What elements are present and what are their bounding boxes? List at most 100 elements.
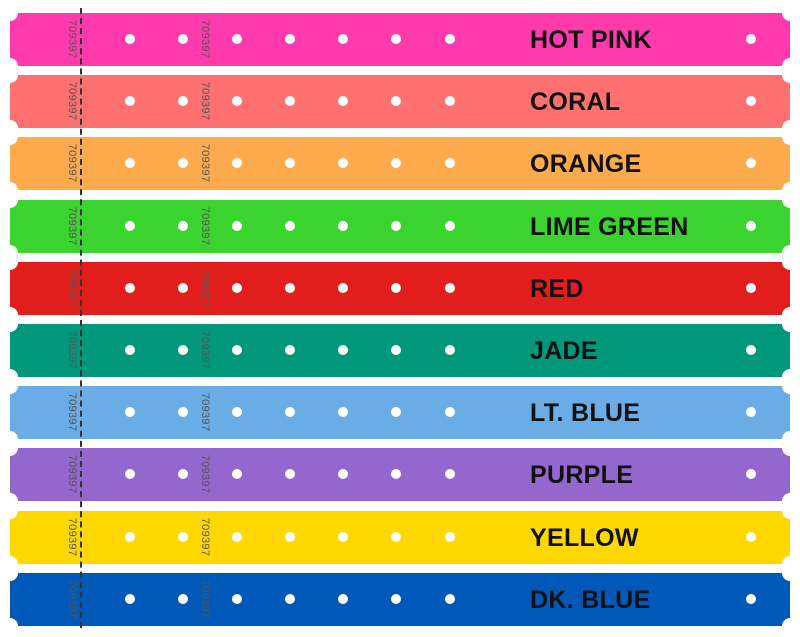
- band-notch: [782, 129, 798, 146]
- snap-hole: [125, 220, 135, 231]
- snap-hole: [178, 220, 188, 231]
- band-notch: [2, 191, 18, 208]
- snap-hole: [338, 407, 348, 418]
- serial-number: 709397: [66, 19, 78, 59]
- snap-hole: [338, 158, 348, 169]
- band-color-label: ORANGE: [530, 150, 642, 179]
- snap-hole: [445, 593, 455, 604]
- snap-hole: [746, 469, 756, 480]
- snap-hole: [285, 34, 295, 44]
- wristband-lime-green: 709397 709397 LIME GREEN: [2, 191, 798, 261]
- tear-line: [80, 8, 82, 628]
- wristband-yellow: 709397 709397 YELLOW: [2, 502, 798, 572]
- band-notch: [2, 253, 18, 270]
- band-notch: [2, 5, 18, 21]
- snap-hole: [445, 220, 455, 231]
- snap-hole: [445, 158, 455, 169]
- snap-hole: [391, 345, 401, 355]
- serial-number: 709397: [66, 330, 78, 370]
- band-color-label: HOT PINK: [530, 26, 652, 54]
- snap-hole: [391, 96, 401, 107]
- snap-hole: [125, 469, 135, 480]
- serial-number: 709397: [199, 517, 211, 556]
- snap-hole: [338, 469, 348, 480]
- snap-hole: [746, 531, 756, 542]
- serial-number: 709397: [66, 81, 78, 121]
- band-color-label: RED: [530, 274, 584, 303]
- serial-number: 709397: [66, 579, 78, 619]
- band-notch: [2, 378, 18, 395]
- snap-hole: [338, 345, 348, 355]
- snap-hole: [178, 345, 188, 355]
- snap-hole: [391, 34, 401, 44]
- band-color-label: CORAL: [530, 88, 621, 117]
- snap-hole: [338, 96, 348, 107]
- band-notch: [2, 502, 18, 519]
- snap-hole: [445, 34, 455, 44]
- snap-hole: [232, 220, 242, 231]
- snap-hole: [125, 96, 135, 107]
- band-color-label: PURPLE: [530, 461, 634, 490]
- snap-hole: [232, 158, 242, 169]
- band-notch: [2, 617, 18, 634]
- serial-number: 709397: [199, 268, 211, 308]
- serial-number: 709397: [66, 455, 78, 494]
- snap-hole: [232, 96, 242, 107]
- snap-hole: [178, 96, 188, 107]
- wristband-lt-blue: 709397 709397 LT. BLUE: [2, 378, 798, 448]
- snap-hole: [338, 593, 348, 604]
- snap-hole: [746, 407, 756, 418]
- snap-hole: [125, 282, 135, 293]
- snap-hole: [746, 34, 756, 44]
- snap-hole: [445, 282, 455, 293]
- snap-hole: [391, 407, 401, 418]
- band-notch: [782, 617, 798, 634]
- serial-number: 709397: [199, 81, 211, 121]
- band-notch: [2, 67, 18, 84]
- snap-hole: [178, 158, 188, 169]
- snap-hole: [746, 282, 756, 293]
- band-notch: [782, 564, 798, 581]
- snap-hole: [232, 345, 242, 355]
- snap-hole: [285, 593, 295, 604]
- snap-hole: [445, 469, 455, 480]
- band-notch: [2, 564, 18, 581]
- snap-hole: [178, 531, 188, 542]
- snap-hole: [178, 34, 188, 44]
- snap-hole: [338, 282, 348, 293]
- snap-hole: [285, 531, 295, 542]
- wristband-coral: 709397 709397 CORAL: [2, 67, 798, 137]
- snap-hole: [232, 282, 242, 293]
- wristband-orange: 709397 709397 ORANGE: [2, 129, 798, 199]
- snap-hole: [391, 220, 401, 231]
- snap-hole: [445, 96, 455, 107]
- snap-hole: [125, 593, 135, 604]
- snap-hole: [125, 345, 135, 355]
- wristband-red: 709397 709397 RED: [2, 253, 798, 323]
- serial-number: 709397: [66, 268, 78, 308]
- band-notch: [782, 5, 798, 21]
- snap-hole: [285, 282, 295, 293]
- snap-hole: [746, 220, 756, 231]
- snap-hole: [746, 593, 756, 604]
- snap-hole: [232, 593, 242, 604]
- snap-hole: [391, 469, 401, 480]
- snap-hole: [232, 34, 242, 44]
- serial-number: 709397: [199, 144, 211, 183]
- band-notch: [2, 129, 18, 146]
- snap-hole: [391, 531, 401, 542]
- snap-hole: [285, 158, 295, 169]
- snap-hole: [178, 469, 188, 480]
- band-notch: [782, 378, 798, 395]
- snap-hole: [232, 407, 242, 418]
- serial-number: 709397: [66, 392, 78, 432]
- snap-hole: [178, 593, 188, 604]
- wristband-hot-pink: 709397 709397 HOT PINK: [2, 5, 798, 74]
- snap-hole: [338, 34, 348, 44]
- serial-number: 709397: [199, 392, 211, 432]
- snap-hole: [445, 345, 455, 355]
- snap-hole: [391, 282, 401, 293]
- snap-hole: [338, 220, 348, 231]
- band-notch: [782, 502, 798, 519]
- band-notch: [2, 316, 18, 332]
